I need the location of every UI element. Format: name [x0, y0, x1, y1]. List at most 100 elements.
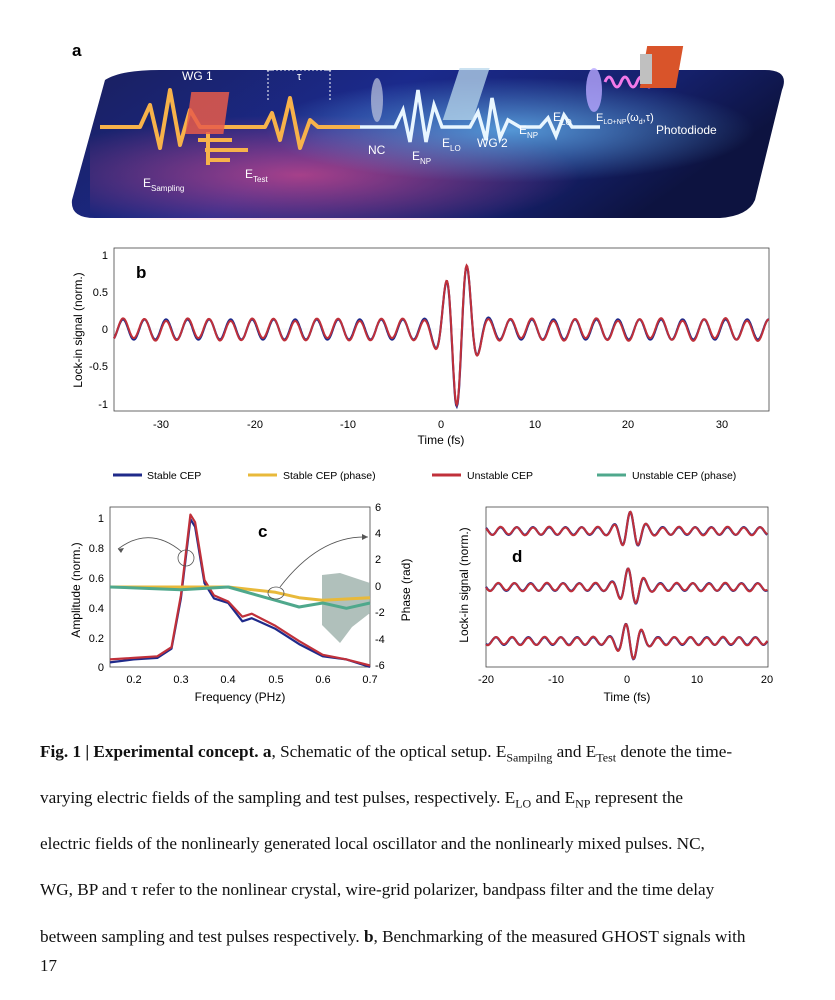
panel-d-trace-3-unstable-cep [485, 623, 769, 660]
legend-item: Unstable CEP [467, 470, 533, 482]
caption-b-label: b [363, 927, 374, 946]
panel-c-ytick-left: 0.2 [89, 633, 104, 645]
legend-item: Stable CEP (phase) [283, 470, 376, 482]
panel-c-series-stable-cep [109, 518, 371, 669]
panel-d-label: d [512, 547, 522, 566]
panel-d-trace-1-unstable-cep [485, 510, 768, 547]
panel-b-xtick: -30 [153, 419, 169, 431]
tau-delay-marker [267, 66, 331, 100]
series-stable-cep [113, 263, 769, 410]
caption-a-label: a [262, 742, 272, 761]
panel-d-xtick: -10 [548, 674, 564, 686]
label-elo-2: ELO [553, 110, 572, 127]
panel-c-ylabel-left: Amplitude (norm.) [69, 542, 83, 637]
panel-d-chart: -20 -10 0 10 20 Time (fs) Lock-in signal… [457, 506, 773, 704]
caption-sub: Test [596, 750, 617, 765]
panel-b-ytick: 0.5 [93, 287, 108, 299]
panel-b-ytick: -0.5 [89, 361, 108, 373]
photodiode-lens [640, 54, 652, 84]
wg2-polarizer [442, 68, 490, 120]
panel-c-ytick-right: -4 [375, 634, 385, 646]
panel-b-xtick: -20 [247, 419, 263, 431]
panel-b-chart: 1 0.5 0 -0.5 -1 -30 -20 -10 0 10 20 30 T… [71, 247, 770, 447]
panel-b-ylabel: Lock-in signal (norm.) [71, 272, 85, 387]
panel-c-xtick: 0.2 [126, 674, 141, 686]
panel-b-ytick: -1 [98, 399, 108, 411]
panel-c-series-stable-cep-phase [110, 585, 371, 602]
caption-text: , Schematic of the optical setup. [271, 742, 496, 761]
panel-c-ytick-right: 6 [375, 502, 381, 514]
panel-b-xtick: 10 [529, 419, 541, 431]
caption-text: represent the [590, 788, 684, 807]
panel-c-chart: 1 0.8 0.6 0.4 0.2 0 6 4 2 0 -2 -4 -6 0.2… [69, 502, 413, 704]
label-elo-1: ELO [442, 136, 461, 153]
panel-b-xtick: 0 [438, 419, 444, 431]
caption-line-4: WG, BP and τ refer to the nonlinear crys… [40, 880, 715, 899]
panel-b-ytick: 1 [102, 250, 108, 262]
caption-e-symbol: E [504, 788, 516, 807]
label-etest: ETest [245, 167, 268, 184]
nc-crystal [371, 78, 383, 122]
caption-line-5: between sampling and test pulses respect… [40, 927, 746, 947]
caption-e-symbol: E [495, 742, 507, 761]
wg1-polarizer [185, 92, 230, 134]
page-number: 17 [40, 956, 57, 975]
panel-c-ytick-right: 2 [375, 554, 381, 566]
panel-d-ylabel: Lock-in signal (norm.) [457, 527, 471, 642]
annotation-circle-amplitude [177, 549, 195, 567]
caption-line-2: varying electric fields of the sampling … [40, 788, 683, 811]
panel-a-label: a [72, 41, 82, 60]
panel-c-series-unstable-cep [109, 513, 371, 667]
label-tau: τ [297, 71, 302, 83]
panel-d-trace-3-stable-cep [485, 622, 769, 661]
panel-c-ylabel-right: Phase (rad) [399, 559, 413, 622]
label-nc: NC [368, 143, 386, 157]
caption-text: denote the time- [616, 742, 733, 761]
panel-b-ytick: 0 [102, 324, 108, 336]
panel-c-ytick-left: 0.6 [89, 573, 104, 585]
bp-filter [586, 68, 602, 112]
annotation-circle-phase [267, 586, 285, 600]
panel-c-xtick: 0.7 [362, 674, 377, 686]
panel-c-ytick-right: 0 [375, 581, 381, 593]
panel-c-xtick: 0.3 [173, 674, 188, 686]
panel-c-ytick-left: 0.4 [89, 603, 104, 615]
annotation-arrow-right [279, 536, 369, 588]
panel-c-label: c [258, 522, 267, 541]
legend-item: Stable CEP [147, 470, 201, 482]
label-wg2: WG 2 [477, 136, 508, 150]
caption-line-3: electric fields of the nonlinearly gener… [40, 834, 705, 853]
panel-a-schematic: a WG 1 τ BP NC ENP ELO WG 2 ENP ELO ELO+… [71, 41, 790, 220]
caption-text: varying electric fields of the sampling … [40, 788, 505, 807]
label-bp: BP [560, 43, 576, 57]
panel-d-xtick: 0 [624, 674, 630, 686]
panel-b-xlabel: Time (fs) [418, 433, 465, 447]
sampling-pulse-wave [100, 88, 360, 150]
panel-c-series-unstable-cep-phase [109, 585, 371, 610]
panel-b-axes [113, 247, 770, 412]
np-lo-pulse-wave [360, 89, 600, 144]
label-wg1: WG 1 [182, 69, 213, 83]
label-photodiode: Photodiode [656, 123, 717, 137]
panel-c-ytick-right: -6 [375, 660, 385, 672]
test-pulse-wave [198, 132, 248, 165]
panel-d-xtick: -20 [478, 674, 494, 686]
series-unstable-cep [113, 263, 770, 408]
panel-c-ytick-right: 4 [375, 528, 381, 540]
label-elonp: ELO+NP(ωd,τ) [596, 112, 654, 126]
panel-b-label: b [136, 263, 146, 282]
legend-item: Unstable CEP (phase) [632, 470, 736, 482]
caption-sub: LO [515, 796, 532, 811]
panel-c-xlabel: Frequency (PHz) [195, 690, 286, 704]
panel-d-xlabel: Time (fs) [604, 690, 651, 704]
caption-text: between sampling and test pulses respect… [40, 927, 364, 946]
panel-c-ytick-right: -2 [375, 607, 385, 619]
panel-c-ytick-left: 0 [98, 662, 104, 674]
caption-fig-label: Fig. 1 | Experimental concept. [40, 742, 259, 761]
caption-line-1: Fig. 1 | Experimental concept. a, Schema… [40, 742, 732, 765]
label-esampling: ESampling [143, 176, 184, 193]
caption-text: and [531, 788, 565, 807]
panel-d-xtick: 10 [691, 674, 703, 686]
panel-c-xtick: 0.4 [220, 674, 235, 686]
panel-b-xtick: 30 [716, 419, 728, 431]
